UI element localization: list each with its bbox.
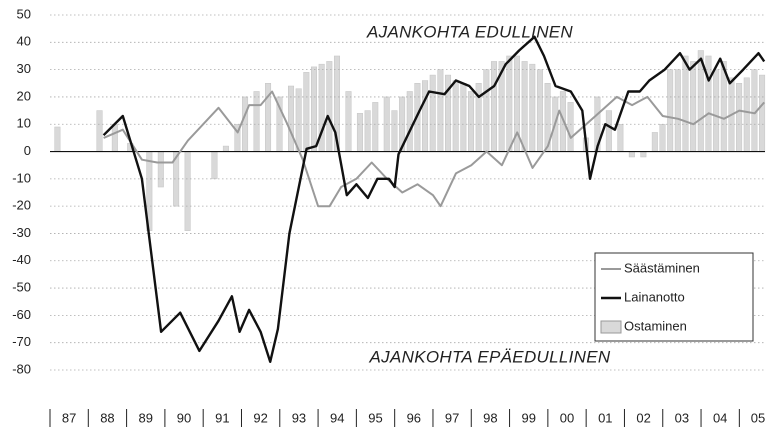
bar — [567, 102, 574, 152]
bar — [422, 80, 429, 152]
x-tick-label: 01 — [598, 410, 612, 425]
y-tick-label: 0 — [24, 143, 31, 158]
line — [103, 90, 765, 208]
bar — [529, 63, 536, 152]
bar — [295, 88, 302, 152]
grid — [50, 14, 765, 371]
bar — [54, 126, 61, 152]
lines — [102, 35, 766, 363]
bar — [705, 55, 712, 152]
bar — [468, 91, 475, 152]
x-tick-label: 87 — [62, 410, 76, 425]
line — [102, 35, 766, 363]
x-tick-label: 00 — [560, 410, 574, 425]
x-tick-label: 95 — [368, 410, 382, 425]
bar — [605, 110, 612, 152]
bar — [111, 123, 118, 152]
x-tick-label: 98 — [483, 410, 497, 425]
bar — [326, 61, 333, 152]
bar — [372, 102, 379, 152]
bar — [452, 80, 459, 152]
annotation-bottom: AJANKOHTA EPÄEDULLINEN — [369, 347, 611, 366]
bar — [222, 145, 229, 152]
bar — [345, 91, 352, 152]
y-tick-label: 10 — [17, 116, 31, 131]
bar — [364, 110, 371, 152]
x-tick-label: 99 — [521, 410, 535, 425]
x-tick-label: 04 — [713, 410, 727, 425]
annotation-top: AJANKOHTA EDULLINEN — [366, 22, 573, 41]
bar — [640, 151, 647, 158]
bar — [288, 85, 295, 152]
bars — [54, 50, 766, 231]
bar — [682, 55, 689, 152]
y-tick-label: -80 — [12, 361, 31, 376]
bar — [659, 123, 666, 152]
x-tick-label: 93 — [292, 410, 306, 425]
y-tick-label: -10 — [12, 170, 31, 185]
legend-label: Lainanotto — [624, 289, 685, 304]
bar — [96, 110, 103, 152]
bar — [437, 69, 444, 152]
bar — [460, 83, 467, 152]
x-tick-label: 05 — [751, 410, 765, 425]
x-tick-label: 89 — [139, 410, 153, 425]
y-tick-label: -40 — [12, 252, 31, 267]
legend-label: Ostaminen — [624, 318, 687, 333]
bar — [506, 55, 513, 152]
axes: 50 40 30 20 10 0 -10 -20 -30 -40 -50 -60 -70 -80 87 88 8… — [12, 6, 765, 427]
bar — [184, 151, 191, 231]
x-tick-label: 03 — [675, 410, 689, 425]
bar — [211, 151, 218, 180]
y-tick-label: 30 — [17, 61, 31, 76]
bar — [736, 83, 743, 152]
y-tick-label: -60 — [12, 307, 31, 322]
y-tick-label: -70 — [12, 334, 31, 349]
y-tick-label: 40 — [17, 34, 31, 49]
bar — [743, 77, 750, 152]
x-tick-label: 90 — [177, 410, 191, 425]
bar — [536, 69, 543, 152]
bar — [521, 61, 528, 152]
bar — [713, 69, 720, 152]
legend-label: Säästäminen — [624, 260, 700, 275]
bar — [310, 66, 317, 152]
bar — [356, 113, 363, 152]
x-tick-label: 92 — [253, 410, 267, 425]
x-tick-label: 94 — [330, 410, 344, 425]
bar — [674, 69, 681, 152]
bar — [651, 132, 658, 152]
x-tick-label: 88 — [100, 410, 114, 425]
legend: Säästäminen Lainanotto Ostaminen — [594, 252, 754, 342]
x-tick-label: 97 — [445, 410, 459, 425]
bar — [690, 61, 697, 152]
bar — [253, 91, 260, 152]
bar — [759, 74, 766, 152]
bar — [303, 72, 310, 152]
x-tick-label: 96 — [407, 410, 421, 425]
bar — [628, 151, 635, 158]
bar — [667, 69, 674, 152]
bar — [406, 91, 413, 152]
bar — [157, 151, 164, 188]
y-tick-label: -50 — [12, 280, 31, 295]
bar — [490, 61, 497, 152]
y-tick-label: -30 — [12, 225, 31, 240]
y-tick-label: 50 — [17, 6, 31, 21]
x-tick-label: 02 — [636, 410, 650, 425]
bar — [617, 123, 624, 152]
x-tick-label: 91 — [215, 410, 229, 425]
y-tick-label: 20 — [17, 88, 31, 103]
y-tick-label: -20 — [12, 198, 31, 213]
bar — [483, 69, 490, 152]
bar — [391, 110, 398, 152]
bar — [429, 74, 436, 152]
legend-swatch — [600, 320, 622, 334]
